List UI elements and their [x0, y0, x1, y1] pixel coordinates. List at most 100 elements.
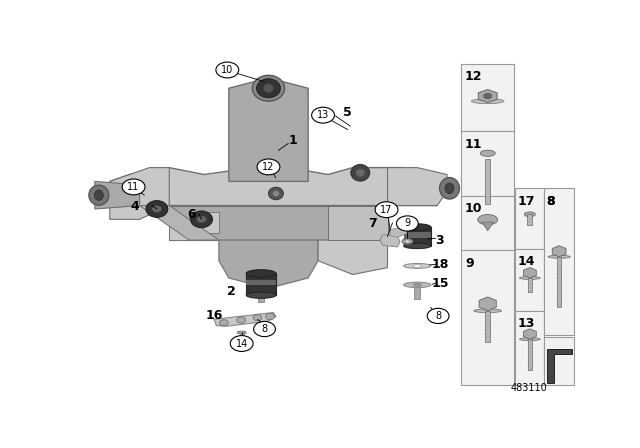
Ellipse shape: [404, 282, 431, 288]
FancyBboxPatch shape: [515, 188, 544, 249]
Polygon shape: [524, 329, 536, 339]
Polygon shape: [95, 181, 140, 209]
Polygon shape: [547, 349, 572, 383]
Polygon shape: [524, 267, 536, 278]
Text: 15: 15: [432, 277, 449, 290]
FancyBboxPatch shape: [515, 249, 544, 311]
Ellipse shape: [413, 283, 421, 287]
Ellipse shape: [520, 276, 540, 280]
Polygon shape: [246, 273, 276, 295]
Ellipse shape: [413, 264, 421, 267]
Ellipse shape: [355, 168, 365, 177]
Circle shape: [220, 320, 228, 326]
Ellipse shape: [404, 243, 431, 249]
Ellipse shape: [146, 201, 168, 217]
Ellipse shape: [252, 75, 285, 101]
Text: 13: 13: [518, 317, 535, 330]
Bar: [258, 295, 264, 302]
Ellipse shape: [474, 309, 502, 313]
Circle shape: [253, 314, 262, 321]
Text: 11: 11: [127, 182, 140, 192]
Polygon shape: [110, 168, 437, 206]
FancyBboxPatch shape: [515, 311, 544, 385]
Bar: [528, 278, 532, 293]
Ellipse shape: [471, 99, 504, 103]
Ellipse shape: [404, 224, 431, 231]
Circle shape: [428, 308, 449, 323]
Text: 17: 17: [380, 205, 393, 215]
Polygon shape: [388, 168, 447, 206]
FancyBboxPatch shape: [461, 64, 515, 131]
Ellipse shape: [152, 206, 162, 212]
Polygon shape: [169, 206, 388, 240]
FancyBboxPatch shape: [544, 188, 574, 335]
Polygon shape: [140, 206, 219, 240]
Ellipse shape: [237, 331, 246, 334]
Ellipse shape: [440, 177, 460, 199]
Text: 13: 13: [317, 110, 329, 120]
Text: 10: 10: [465, 202, 483, 215]
Ellipse shape: [94, 190, 103, 200]
Polygon shape: [189, 212, 219, 233]
Ellipse shape: [273, 190, 280, 197]
Bar: [528, 339, 532, 370]
Polygon shape: [169, 220, 199, 240]
Ellipse shape: [257, 79, 280, 98]
Text: 6: 6: [188, 208, 196, 221]
Ellipse shape: [351, 164, 370, 181]
Circle shape: [253, 322, 275, 336]
Text: 5: 5: [344, 106, 352, 119]
Bar: [486, 311, 490, 342]
Polygon shape: [219, 240, 318, 289]
Ellipse shape: [196, 216, 207, 223]
Text: 3: 3: [435, 233, 444, 246]
Ellipse shape: [524, 212, 535, 217]
FancyBboxPatch shape: [544, 336, 574, 385]
Ellipse shape: [246, 270, 276, 277]
Text: 8: 8: [435, 311, 441, 321]
Text: 12: 12: [465, 70, 483, 83]
Text: 14: 14: [518, 255, 536, 268]
Bar: [240, 332, 244, 342]
Text: 12: 12: [262, 162, 275, 172]
Ellipse shape: [405, 240, 410, 243]
Text: 16: 16: [205, 310, 223, 323]
Text: 7: 7: [368, 217, 377, 230]
Ellipse shape: [89, 185, 109, 205]
Circle shape: [484, 93, 492, 99]
Ellipse shape: [445, 183, 454, 194]
Circle shape: [396, 216, 419, 231]
Circle shape: [257, 159, 280, 175]
Polygon shape: [214, 313, 276, 326]
Ellipse shape: [402, 239, 413, 244]
Ellipse shape: [478, 215, 498, 225]
Text: 14: 14: [236, 339, 248, 349]
Polygon shape: [404, 227, 431, 246]
Ellipse shape: [263, 83, 274, 93]
Ellipse shape: [520, 338, 540, 340]
Text: 18: 18: [432, 258, 449, 271]
Ellipse shape: [191, 211, 212, 228]
Polygon shape: [552, 246, 566, 257]
Polygon shape: [229, 78, 308, 181]
Circle shape: [216, 62, 239, 78]
Ellipse shape: [246, 292, 276, 298]
Polygon shape: [482, 222, 493, 231]
Text: 9: 9: [465, 257, 474, 270]
Text: 483110: 483110: [511, 383, 547, 392]
Circle shape: [375, 202, 398, 218]
Text: 8: 8: [547, 194, 556, 207]
Polygon shape: [328, 206, 388, 240]
Circle shape: [312, 107, 335, 123]
Polygon shape: [404, 232, 431, 237]
Circle shape: [237, 317, 246, 323]
Polygon shape: [318, 240, 388, 275]
FancyBboxPatch shape: [461, 250, 515, 385]
Polygon shape: [110, 168, 169, 220]
Ellipse shape: [480, 150, 495, 156]
Text: 8: 8: [547, 194, 556, 207]
Polygon shape: [380, 235, 400, 247]
Text: 10: 10: [221, 65, 234, 75]
Circle shape: [266, 314, 275, 320]
FancyBboxPatch shape: [461, 131, 515, 196]
